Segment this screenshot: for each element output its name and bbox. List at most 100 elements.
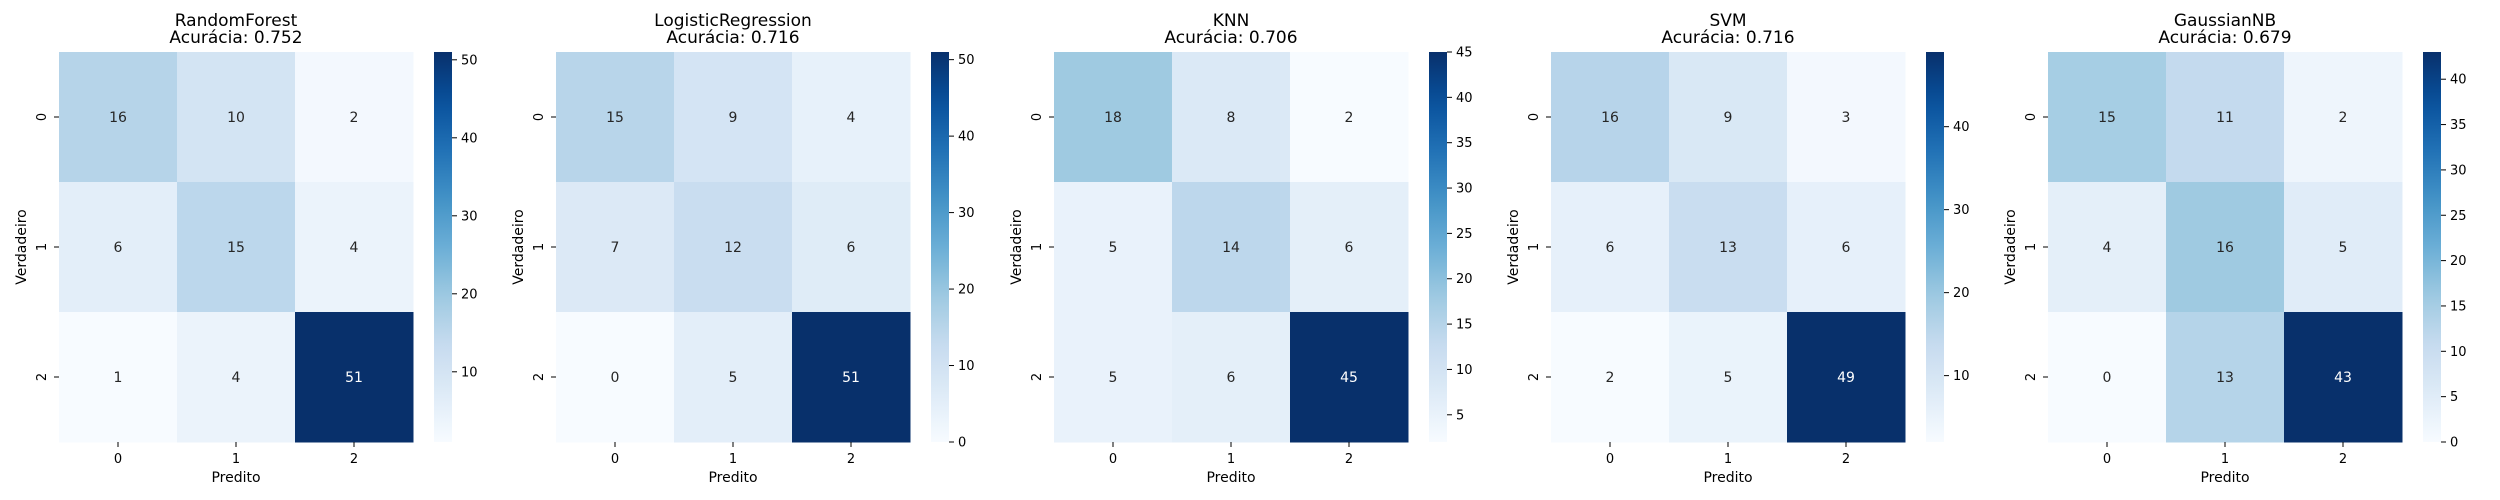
colorbar-tick-label: 40 — [958, 130, 975, 145]
cell-value-label: 5 — [1109, 240, 1118, 256]
colorbar-tick-label: 30 — [2450, 163, 2467, 178]
x-tick-label: 2 — [2339, 452, 2347, 467]
heatmap-cell — [2048, 312, 2167, 443]
panel-title: KNN — [1213, 11, 1250, 31]
colorbar-tick-label: 25 — [2450, 209, 2467, 224]
y-tick-label: 1 — [1527, 243, 1542, 251]
cell-value-label: 0 — [2103, 370, 2112, 386]
colorbar-tick-label: 0 — [2450, 436, 2458, 451]
colorbar-tick-label: 25 — [1456, 227, 1473, 242]
cell-value-label: 5 — [729, 370, 738, 386]
cell-value-label: 6 — [1606, 240, 1615, 256]
cell-value-label: 4 — [232, 370, 241, 386]
heatmap-cell — [556, 182, 675, 313]
cell-value-label: 0 — [611, 370, 620, 386]
heatmap-cell — [295, 52, 414, 183]
colorbar-tick-label: 10 — [958, 359, 975, 374]
heatmap-cell — [556, 52, 675, 183]
heatmap-cell — [674, 182, 793, 313]
x-axis-label: Predito — [2200, 470, 2249, 486]
heatmap-cell — [1551, 312, 1670, 443]
cell-value-label: 6 — [847, 240, 856, 256]
cell-value-label: 8 — [1227, 110, 1236, 126]
x-tick-label: 0 — [1109, 452, 1117, 467]
x-tick-label: 0 — [611, 452, 619, 467]
cell-value-label: 43 — [2334, 370, 2352, 386]
cell-value-label: 7 — [611, 240, 620, 256]
cell-value-label: 2 — [2339, 110, 2348, 126]
colorbar-tick-label: 30 — [461, 209, 478, 224]
x-tick-label: 0 — [2103, 452, 2111, 467]
heatmap-cell — [59, 182, 178, 313]
cell-value-label: 6 — [1345, 240, 1354, 256]
heatmap-cell — [1787, 182, 1906, 313]
heatmap-cell — [792, 312, 911, 443]
cell-value-label: 11 — [2216, 110, 2234, 126]
x-tick-label: 1 — [2221, 452, 2229, 467]
cell-value-label: 14 — [1222, 240, 1240, 256]
colorbar — [931, 52, 949, 442]
cell-value-label: 9 — [729, 110, 738, 126]
heatmap-cell — [177, 52, 296, 183]
heatmap-cell — [295, 312, 414, 443]
panel-title: SVM — [1709, 11, 1746, 31]
colorbar-tick-label: 20 — [461, 287, 478, 302]
heatmap-cell — [1787, 312, 1906, 443]
colorbar-tick-label: 35 — [1456, 136, 1473, 151]
heatmap-cell — [295, 182, 414, 313]
y-tick-label: 0 — [35, 113, 50, 121]
x-tick-label: 2 — [847, 452, 855, 467]
x-tick-label: 2 — [1345, 452, 1353, 467]
heatmap-cell — [792, 52, 911, 183]
heatmap-cell — [59, 52, 178, 183]
heatmap-cell — [1290, 52, 1409, 183]
y-tick-label: 2 — [1030, 373, 1045, 381]
colorbar-tick-label: 15 — [2450, 299, 2467, 314]
heatmap-cell — [2166, 52, 2285, 183]
y-tick-label: 1 — [1030, 243, 1045, 251]
heatmap-cell — [1172, 182, 1291, 313]
cell-value-label: 4 — [350, 240, 359, 256]
panel-title: RandomForest — [175, 11, 298, 31]
colorbar-tick-label: 40 — [1456, 91, 1473, 106]
colorbar-tick-label: 20 — [1953, 286, 1970, 301]
x-tick-label: 1 — [1724, 452, 1732, 467]
x-tick-label: 1 — [729, 452, 737, 467]
y-axis-label: Verdadeiro — [511, 209, 527, 284]
panel-title: LogisticRegression — [654, 11, 812, 31]
x-axis-label: Predito — [708, 470, 757, 486]
heatmap-cell — [1669, 312, 1788, 443]
cell-value-label: 2 — [1345, 110, 1354, 126]
colorbar-tick-label: 40 — [461, 131, 478, 146]
heatmap-cell — [1669, 182, 1788, 313]
cell-value-label: 16 — [2216, 240, 2234, 256]
cell-value-label: 51 — [842, 370, 860, 386]
y-axis-label: Verdadeiro — [1009, 209, 1025, 284]
heatmap-cell — [2166, 182, 2285, 313]
heatmap-cell — [177, 182, 296, 313]
cell-value-label: 6 — [1227, 370, 1236, 386]
panel-title: GaussianNB — [2174, 11, 2276, 31]
cell-value-label: 16 — [109, 110, 127, 126]
colorbar-tick-label: 0 — [958, 436, 966, 451]
cell-value-label: 9 — [1724, 110, 1733, 126]
x-axis-label: Predito — [1206, 470, 1255, 486]
y-tick-label: 1 — [2024, 243, 2039, 251]
heatmap-cell — [2284, 52, 2403, 183]
y-tick-label: 2 — [532, 373, 547, 381]
colorbar — [1926, 52, 1944, 442]
cell-value-label: 15 — [606, 110, 624, 126]
colorbar-tick-label: 10 — [1456, 363, 1473, 378]
cell-value-label: 4 — [2103, 240, 2112, 256]
heatmap-cell — [1054, 182, 1173, 313]
heatmap-cell — [177, 312, 296, 443]
colorbar-tick-label: 5 — [2450, 390, 2458, 405]
colorbar-tick-label: 30 — [1456, 182, 1473, 197]
heatmap-cell — [1551, 52, 1670, 183]
colorbar — [2423, 52, 2441, 442]
heatmap-cell — [2284, 312, 2403, 443]
y-tick-label: 2 — [2024, 373, 2039, 381]
